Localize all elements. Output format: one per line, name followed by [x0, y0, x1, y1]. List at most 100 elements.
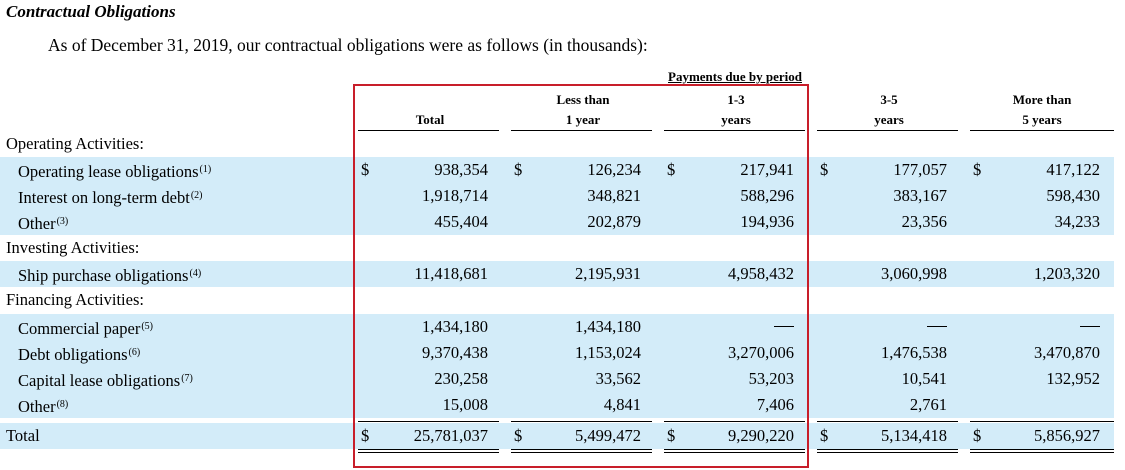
value-cell: 348,821	[587, 186, 641, 205]
intro-text: As of December 31, 2019, our contractual…	[48, 35, 648, 55]
header-underline	[664, 130, 805, 131]
table-row: Ship purchase obligations(4) 11,418,681 2,…	[0, 261, 1114, 287]
currency-symbol: $	[361, 426, 370, 445]
value-cell: 23,356	[901, 212, 947, 231]
value-cell: 126,234	[587, 160, 641, 179]
col-header-line2: years	[874, 112, 904, 127]
nil-dash	[774, 326, 794, 327]
value-cell: 383,167	[893, 186, 947, 205]
col-header-line1: More than	[1012, 92, 1072, 107]
payments-due-by-period-header: Payments due by period	[668, 69, 802, 84]
table-row: Debt obligations(6) 9,370,438 1,153,024 3,2…	[0, 340, 1114, 366]
value-cell: 598,430	[1046, 186, 1100, 205]
currency-symbol: $	[820, 160, 829, 179]
footnote-marker: (1)	[199, 164, 212, 175]
row-label: Operating lease obligations(1)	[18, 162, 212, 181]
section-heading-label: Investing Activities:	[6, 238, 140, 257]
value-cell: 938,354	[434, 160, 488, 179]
value-cell: 1,434,180	[575, 317, 641, 336]
subtotal-rule	[817, 421, 958, 422]
currency-symbol: $	[667, 426, 676, 445]
footnote-marker: (8)	[56, 399, 69, 410]
double-underline	[511, 452, 652, 453]
col-header-line2: 1 year	[565, 112, 601, 127]
value-cell: 202,879	[587, 212, 641, 231]
value-cell: 194,936	[740, 212, 794, 231]
table-row: Other(3) 455,404 202,879 194,936 23,356 34,23…	[0, 209, 1114, 235]
header-underline	[511, 130, 652, 131]
value-cell: 9,370,438	[422, 343, 488, 362]
header-underline	[817, 130, 958, 131]
double-underline	[664, 449, 805, 450]
col-header-total-label: Total	[415, 112, 445, 127]
value-cell: 1,918,714	[422, 186, 488, 205]
value-cell: 15,008	[442, 395, 488, 414]
value-cell: 34,233	[1054, 212, 1100, 231]
value-cell: 132,952	[1046, 369, 1100, 388]
row-label: Interest on long-term debt(2)	[18, 188, 203, 207]
currency-symbol: $	[361, 160, 370, 179]
value-cell: 11,418,681	[414, 264, 488, 283]
value-cell: 7,406	[756, 395, 794, 414]
double-underline	[358, 449, 499, 450]
value-cell: 3,060,998	[881, 264, 947, 283]
col-header-less-than-1-year: Less than 1 year	[533, 90, 633, 130]
section-heading-label: Financing Activities:	[6, 290, 144, 309]
subtotal-rule	[970, 421, 1114, 422]
value-cell: 1,203,320	[1034, 264, 1100, 283]
value-cell: 9,290,220	[728, 426, 794, 445]
double-underline	[817, 452, 958, 453]
currency-symbol: $	[514, 160, 523, 179]
row-label: Other(3)	[18, 214, 69, 233]
section-title: Contractual Obligations	[6, 2, 176, 21]
value-cell: 3,470,870	[1034, 343, 1100, 362]
subtotal-rule	[511, 421, 652, 422]
row-label: Commercial paper(5)	[18, 319, 153, 338]
value-cell: 588,296	[740, 186, 794, 205]
double-underline	[970, 452, 1114, 453]
subtotal-rule	[664, 421, 805, 422]
currency-symbol: $	[973, 160, 982, 179]
subtotal-rule	[358, 421, 499, 422]
section-heading-row: Investing Activities:	[0, 235, 1114, 261]
table-row: Capital lease obligations(7) 230,258 33,56…	[0, 366, 1114, 392]
row-label: Total	[6, 426, 40, 445]
value-cell: 5,856,927	[1034, 426, 1100, 445]
value-cell: 177,057	[893, 160, 947, 179]
col-header-more-than-5-years: More than 5 years	[992, 90, 1092, 130]
row-label: Debt obligations(6)	[18, 345, 141, 364]
table-row: Other(8) 15,008 4,841 7,406 2,761	[0, 392, 1114, 418]
value-cell: 33,562	[595, 369, 641, 388]
row-label: Capital lease obligations(7)	[18, 371, 193, 390]
row-label: Other(8)	[18, 397, 69, 416]
value-cell: 5,499,472	[575, 426, 641, 445]
section-heading-row: Financing Activities:	[0, 287, 1114, 313]
col-header-total: Total	[380, 110, 480, 130]
value-cell: 4,841	[603, 395, 641, 414]
row-label: Ship purchase obligations(4)	[18, 266, 202, 285]
nil-dash	[927, 326, 947, 327]
value-cell: 217,941	[740, 160, 794, 179]
col-header-line1: Less than	[556, 92, 610, 107]
value-cell: 25,781,037	[413, 426, 488, 445]
double-underline	[664, 452, 805, 453]
value-cell: 230,258	[434, 369, 488, 388]
table-row: Operating lease obligations(1) $938,354 $1…	[0, 157, 1114, 183]
footnote-marker: (7)	[181, 373, 193, 384]
currency-symbol: $	[667, 160, 676, 179]
footnote-marker: (5)	[141, 321, 153, 332]
highlight-box	[353, 84, 809, 468]
header-underline	[358, 130, 499, 131]
footnote-marker: (2)	[190, 190, 203, 201]
currency-symbol: $	[820, 426, 829, 445]
value-cell: 417,122	[1046, 160, 1100, 179]
value-cell: 1,153,024	[575, 343, 641, 362]
value-cell: 1,476,538	[881, 343, 947, 362]
value-cell: 1,434,180	[422, 317, 488, 336]
col-header-1-3-years: 1-3 years	[686, 90, 786, 130]
currency-symbol: $	[514, 426, 523, 445]
double-underline	[511, 449, 652, 450]
value-cell: 3,270,006	[728, 343, 794, 362]
currency-symbol: $	[973, 426, 982, 445]
footnote-marker: (4)	[189, 268, 202, 279]
